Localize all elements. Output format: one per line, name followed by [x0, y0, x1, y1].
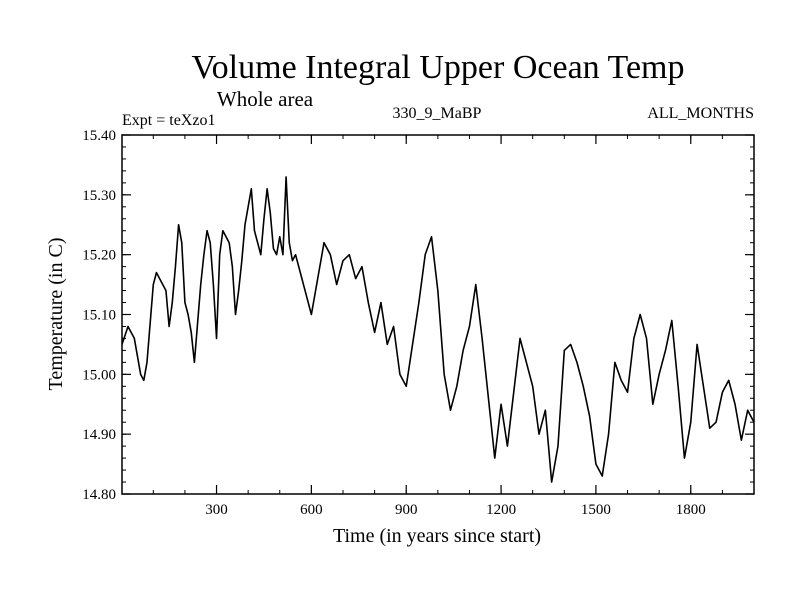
- x-tick-label: 600: [300, 502, 323, 518]
- y-tick-label: 15.30: [82, 188, 116, 204]
- series-layer: [122, 177, 754, 482]
- chart-container: Volume Integral Upper Ocean Temp Whole a…: [0, 0, 800, 600]
- x-tick-label: 1500: [581, 502, 611, 518]
- chart-subtitle: Whole area: [217, 87, 314, 111]
- y-tick-label: 15.20: [82, 248, 116, 264]
- y-tick-label: 15.00: [82, 367, 116, 383]
- chart-title: Volume Integral Upper Ocean Temp: [192, 49, 685, 86]
- y-tick-label: 15.10: [82, 308, 116, 324]
- y-tick-label: 14.90: [82, 427, 116, 443]
- x-tick-label: 1800: [676, 502, 706, 518]
- temperature-series-line: [122, 177, 754, 482]
- line-chart: Volume Integral Upper Ocean Temp Whole a…: [0, 0, 800, 600]
- experiment-label: Expt = teXzo1: [122, 112, 215, 129]
- period-label: ALL_MONTHS: [647, 105, 754, 122]
- x-tick-label: 900: [395, 502, 418, 518]
- y-tick-label: 14.80: [82, 487, 116, 503]
- tick-label-layer: 14.80 14.90 15.00 15.10 15.20 15.30 15.40 300 60…: [82, 128, 706, 518]
- run-name-label: 330_9_MaBP: [393, 105, 482, 122]
- y-tick-label: 15.40: [82, 128, 116, 144]
- x-tick-label: 300: [205, 502, 228, 518]
- x-axis-label: Time (in years since start): [333, 525, 541, 547]
- x-tick-label: 1200: [486, 502, 516, 518]
- y-axis-label: Temperature (in C): [45, 238, 67, 391]
